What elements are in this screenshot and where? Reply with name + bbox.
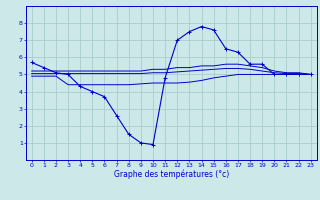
X-axis label: Graphe des températures (°c): Graphe des températures (°c) <box>114 169 229 179</box>
